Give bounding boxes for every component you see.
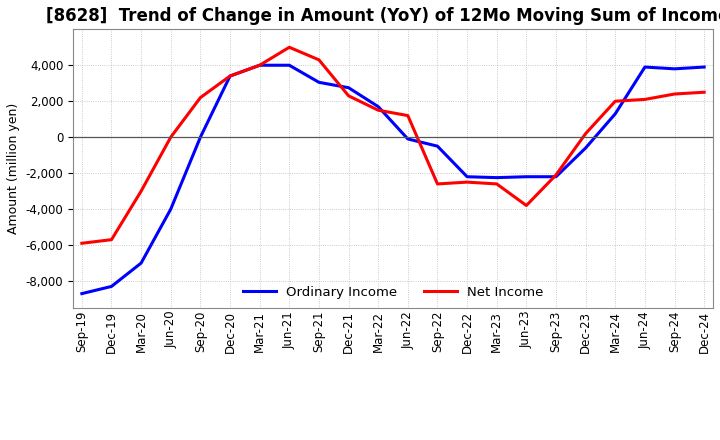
Ordinary Income — [137, 260, 145, 266]
Net Income — [670, 92, 679, 97]
Legend: Ordinary Income, Net Income: Ordinary Income, Net Income — [238, 281, 549, 304]
Net Income — [492, 181, 501, 187]
Ordinary Income — [641, 64, 649, 70]
Net Income — [700, 90, 708, 95]
Net Income — [403, 113, 412, 118]
Line: Net Income: Net Income — [82, 47, 704, 243]
Line: Ordinary Income: Ordinary Income — [82, 65, 704, 293]
Ordinary Income — [463, 174, 472, 180]
Ordinary Income — [225, 73, 234, 79]
Net Income — [552, 172, 560, 178]
Ordinary Income — [374, 104, 382, 109]
Ordinary Income — [552, 174, 560, 180]
Ordinary Income — [344, 85, 353, 90]
Net Income — [611, 99, 620, 104]
Net Income — [344, 93, 353, 99]
Ordinary Income — [433, 143, 442, 149]
Net Income — [107, 237, 116, 242]
Ordinary Income — [256, 62, 264, 68]
Y-axis label: Amount (million yen): Amount (million yen) — [7, 103, 20, 234]
Ordinary Income — [700, 64, 708, 70]
Net Income — [225, 73, 234, 79]
Ordinary Income — [581, 145, 590, 150]
Ordinary Income — [107, 284, 116, 289]
Ordinary Income — [670, 66, 679, 71]
Ordinary Income — [403, 136, 412, 142]
Ordinary Income — [611, 111, 620, 117]
Net Income — [137, 188, 145, 194]
Net Income — [256, 62, 264, 68]
Net Income — [581, 131, 590, 136]
Net Income — [78, 241, 86, 246]
Net Income — [433, 181, 442, 187]
Ordinary Income — [315, 80, 323, 85]
Net Income — [374, 107, 382, 113]
Net Income — [166, 135, 175, 140]
Net Income — [641, 97, 649, 102]
Ordinary Income — [285, 62, 294, 68]
Net Income — [196, 95, 204, 100]
Net Income — [522, 203, 531, 208]
Ordinary Income — [196, 135, 204, 140]
Ordinary Income — [166, 206, 175, 212]
Ordinary Income — [78, 291, 86, 296]
Net Income — [463, 180, 472, 185]
Ordinary Income — [522, 174, 531, 180]
Ordinary Income — [492, 175, 501, 180]
Title: [8628]  Trend of Change in Amount (YoY) of 12Mo Moving Sum of Incomes: [8628] Trend of Change in Amount (YoY) o… — [46, 7, 720, 25]
Net Income — [315, 57, 323, 62]
Net Income — [285, 44, 294, 50]
